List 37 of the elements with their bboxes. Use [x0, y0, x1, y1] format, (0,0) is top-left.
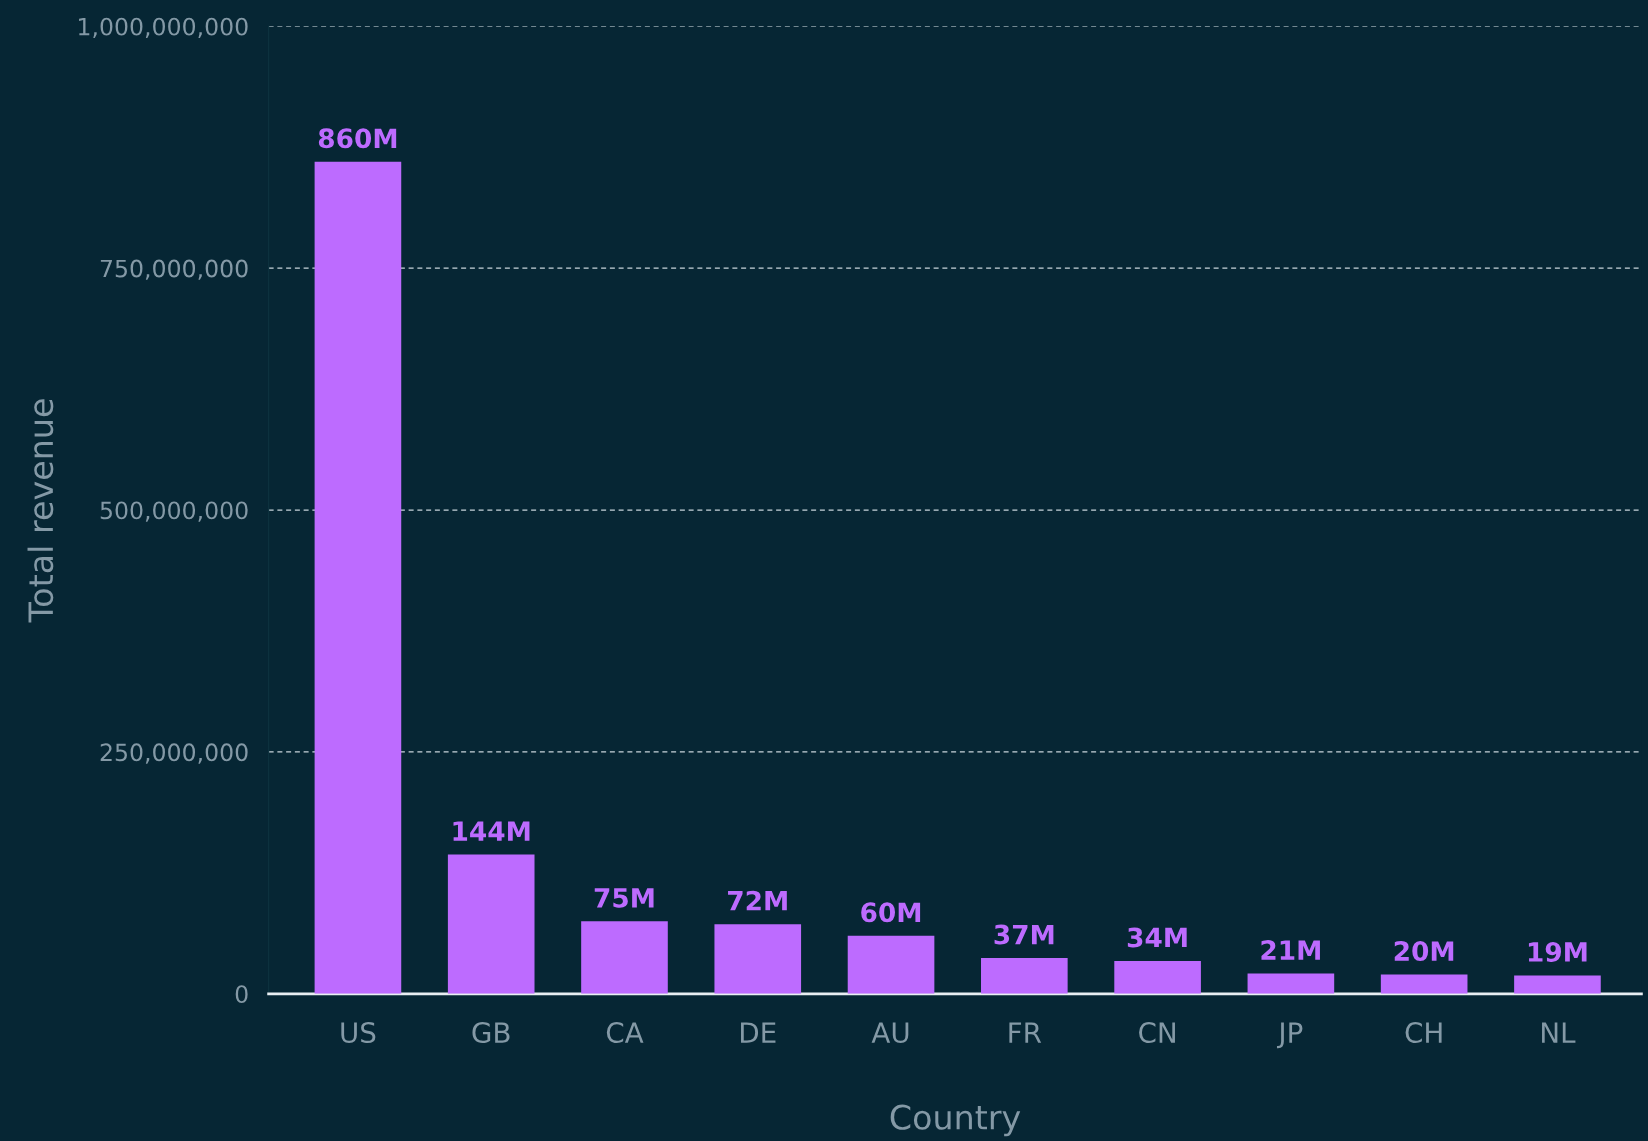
data-label: 144M	[453, 821, 530, 841]
data-label: 19M	[1528, 942, 1587, 962]
y-axis-title: Total revenue	[27, 399, 54, 623]
y-tick-label: 750,000,000	[100, 259, 248, 280]
data-label: 72M	[728, 890, 787, 911]
bar	[847, 935, 935, 994]
data-label: 20M	[1394, 941, 1454, 962]
x-tick-label: US	[341, 1022, 376, 1044]
bar	[1247, 973, 1335, 994]
bar	[714, 924, 802, 994]
x-tick-label: FR	[1009, 1022, 1042, 1043]
bar	[981, 958, 1068, 994]
x-axis-title: Country	[890, 1104, 1021, 1137]
x-tick-label: JP	[1276, 1022, 1303, 1049]
data-label: 34M	[1127, 927, 1187, 948]
bar	[447, 854, 535, 994]
x-tick-label: NL	[1542, 1022, 1576, 1043]
bar	[1114, 960, 1201, 994]
data-label: 37M	[994, 924, 1054, 945]
y-tick-label: 250,000,000	[100, 743, 248, 764]
bar	[581, 921, 668, 994]
y-tick-label: 500,000,000	[100, 501, 248, 522]
data-label: 860M	[318, 128, 397, 149]
bar	[1380, 974, 1468, 994]
x-tick-label: GB	[472, 1022, 510, 1044]
x-tick-label: CN	[1139, 1022, 1175, 1044]
data-label: 75M	[594, 888, 654, 908]
data-label: 21M	[1261, 940, 1320, 960]
x-tick-label: CH	[1405, 1022, 1442, 1044]
y-tick-label: 1,000,000,000	[79, 17, 248, 38]
x-tick-label: DE	[741, 1022, 776, 1043]
y-tick-label: 0	[235, 985, 248, 1004]
x-tick-label: CA	[606, 1022, 644, 1044]
x-tick-label: AU	[871, 1022, 909, 1044]
bar	[1514, 975, 1601, 994]
bar	[314, 161, 402, 994]
data-label: 60M	[861, 902, 921, 923]
